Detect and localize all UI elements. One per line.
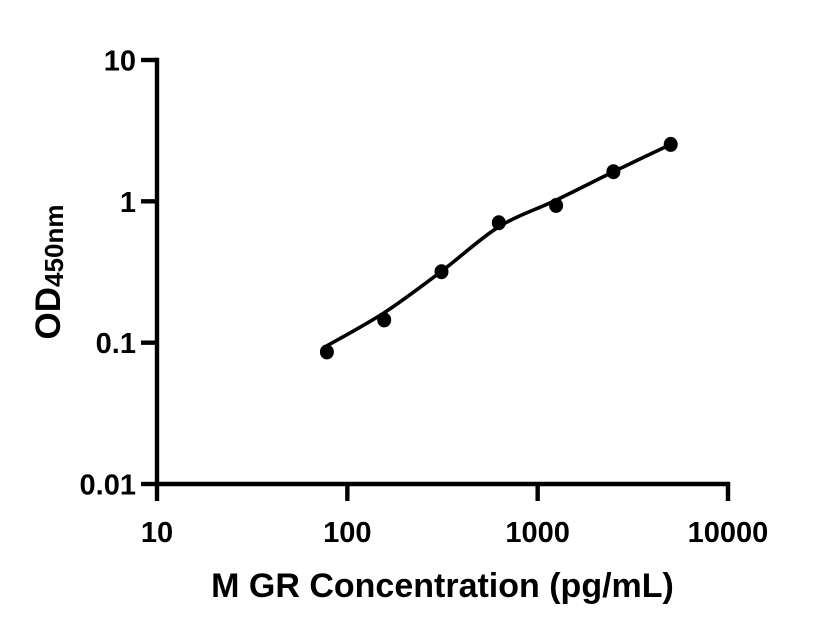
data-point bbox=[491, 215, 506, 231]
data-point bbox=[377, 312, 392, 328]
data-point bbox=[606, 164, 621, 180]
y-axis-title: OD450nm bbox=[29, 205, 69, 340]
axes-layer: 10 100 1000 10000 10 1 0.1 0.01 bbox=[80, 46, 769, 550]
y-axis-title-main: OD bbox=[29, 287, 68, 340]
x-tick-label: 1000 bbox=[505, 517, 570, 549]
y-tick-label: 0.01 bbox=[80, 470, 136, 502]
data-point bbox=[663, 136, 678, 152]
y-tick-label: 0.1 bbox=[96, 328, 136, 360]
y-tick-label: 10 bbox=[104, 46, 136, 78]
x-axis-title: M GR Concentration (pg/mL) bbox=[211, 567, 674, 605]
series-layer bbox=[319, 136, 678, 360]
data-point bbox=[434, 264, 449, 280]
y-tick-label: 1 bbox=[120, 187, 136, 219]
x-tick-label: 100 bbox=[323, 517, 371, 549]
data-point bbox=[549, 198, 564, 213]
x-tick-label: 10000 bbox=[688, 517, 769, 549]
data-point bbox=[319, 344, 334, 360]
y-axis-title-subscript: 450nm bbox=[39, 205, 69, 287]
x-tick-label: 10 bbox=[141, 517, 173, 549]
